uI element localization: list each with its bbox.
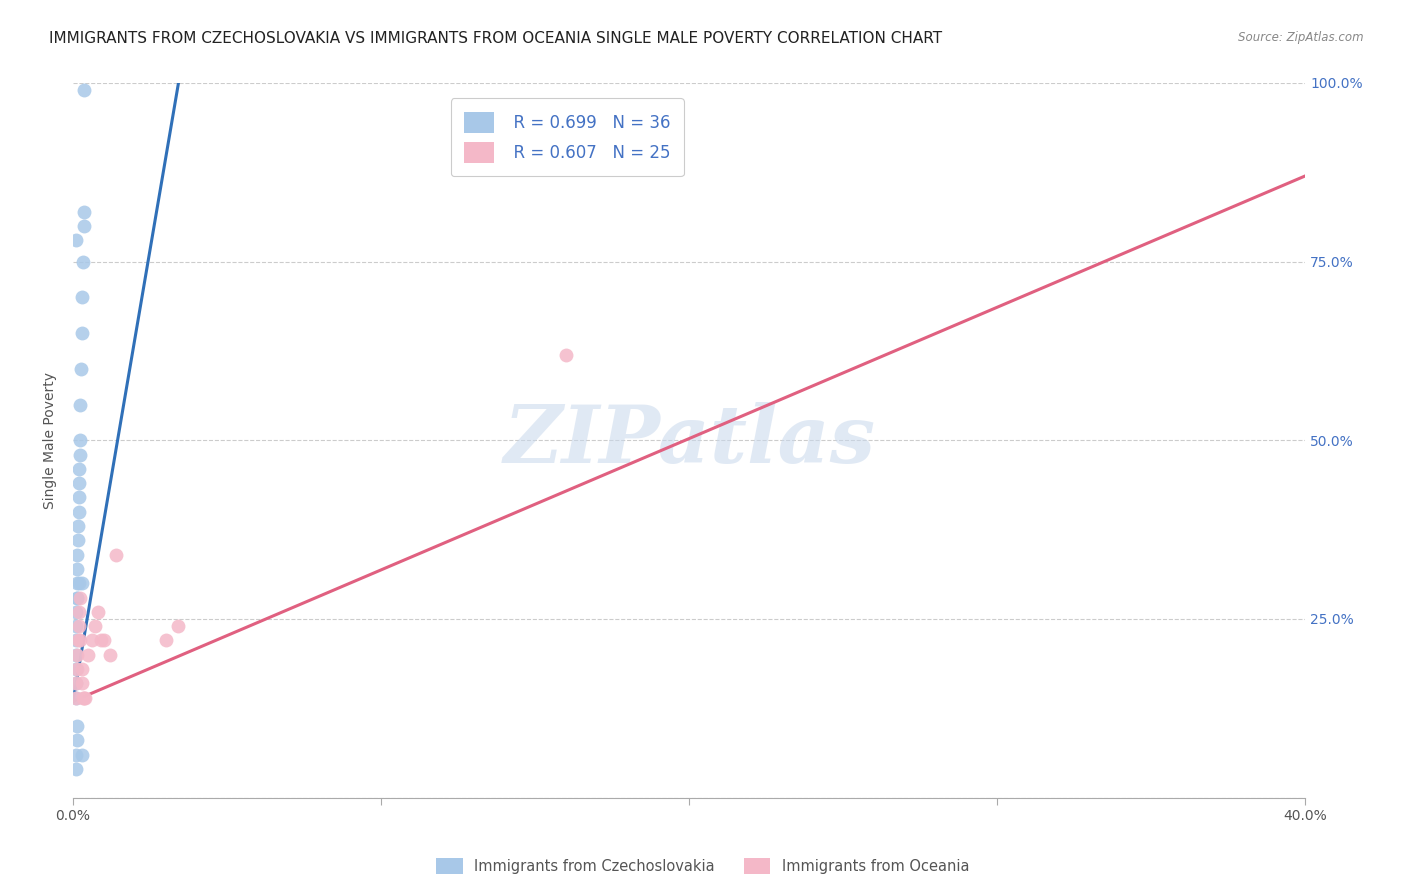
Point xyxy=(83,619,105,633)
Point xyxy=(72,254,94,268)
Point xyxy=(65,233,87,247)
Point xyxy=(66,662,89,676)
Point xyxy=(69,398,91,412)
Point xyxy=(90,633,112,648)
Point xyxy=(66,519,89,533)
Point xyxy=(67,491,90,505)
Point xyxy=(66,733,89,747)
Point xyxy=(67,619,90,633)
Point xyxy=(105,548,128,562)
Point xyxy=(77,648,100,662)
Point xyxy=(66,633,89,648)
Point xyxy=(155,633,177,648)
Point xyxy=(70,662,93,676)
Point xyxy=(69,434,91,448)
Point xyxy=(93,633,115,648)
Point xyxy=(72,690,94,705)
Point xyxy=(66,562,89,576)
Point xyxy=(72,747,94,762)
Point xyxy=(166,619,188,633)
Point xyxy=(67,505,90,519)
Point xyxy=(73,204,96,219)
Point xyxy=(65,662,87,676)
Point xyxy=(66,591,89,605)
Point xyxy=(72,290,94,304)
Point xyxy=(70,326,93,340)
Point xyxy=(72,219,94,233)
Point xyxy=(66,648,89,662)
Point xyxy=(65,762,87,776)
Point xyxy=(67,462,90,476)
Point xyxy=(80,633,103,648)
Point xyxy=(66,533,89,548)
Point xyxy=(65,605,87,619)
Point xyxy=(65,747,87,762)
Point xyxy=(65,633,87,648)
Legend: Immigrants from Czechoslovakia, Immigrants from Oceania: Immigrants from Czechoslovakia, Immigran… xyxy=(430,852,976,880)
Point xyxy=(66,591,89,605)
Point xyxy=(65,619,87,633)
Point xyxy=(69,591,91,605)
Point xyxy=(555,347,578,361)
Point xyxy=(69,448,91,462)
Point xyxy=(65,648,87,662)
Point xyxy=(65,676,87,690)
Point xyxy=(65,690,87,705)
Point xyxy=(73,83,96,97)
Point xyxy=(87,605,110,619)
Point xyxy=(72,676,94,690)
Point xyxy=(66,576,89,591)
Legend:   R = 0.699   N = 36,   R = 0.607   N = 25: R = 0.699 N = 36, R = 0.607 N = 25 xyxy=(451,98,683,177)
Text: ZIPatlas: ZIPatlas xyxy=(503,401,876,479)
Point xyxy=(72,690,94,705)
Point xyxy=(70,576,93,591)
Point xyxy=(65,676,87,690)
Point xyxy=(75,690,97,705)
Point xyxy=(98,648,121,662)
Point xyxy=(66,548,89,562)
Point xyxy=(67,605,90,619)
Point xyxy=(67,576,90,591)
Point xyxy=(67,476,90,491)
Y-axis label: Single Male Poverty: Single Male Poverty xyxy=(44,372,58,508)
Text: Source: ZipAtlas.com: Source: ZipAtlas.com xyxy=(1239,31,1364,45)
Point xyxy=(69,633,91,648)
Point xyxy=(70,361,93,376)
Text: IMMIGRANTS FROM CZECHOSLOVAKIA VS IMMIGRANTS FROM OCEANIA SINGLE MALE POVERTY CO: IMMIGRANTS FROM CZECHOSLOVAKIA VS IMMIGR… xyxy=(49,31,942,46)
Point xyxy=(65,690,87,705)
Point xyxy=(66,719,89,733)
